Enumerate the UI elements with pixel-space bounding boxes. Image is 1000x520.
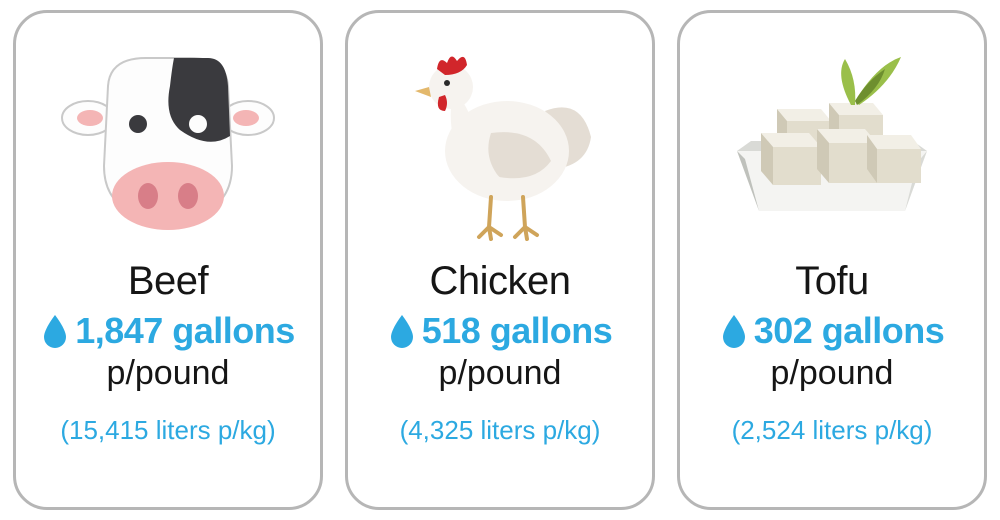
gallons-line: 1,847 gallons — [41, 310, 295, 352]
gallons-line: 302 gallons — [720, 310, 945, 352]
water-drop-icon — [720, 313, 748, 349]
gallons-value: 518 gallons — [422, 310, 613, 352]
chicken-icon — [395, 41, 605, 251]
gallons-value: 1,847 gallons — [75, 310, 295, 352]
liters-label: (4,325 liters p/kg) — [400, 415, 601, 446]
card-title: Chicken — [429, 259, 570, 304]
card-chicken: Chicken 518 gallons p/pound (4,325 liter… — [345, 10, 655, 510]
card-tofu: Tofu 302 gallons p/pound (2,524 liters p… — [677, 10, 987, 510]
cow-icon — [58, 46, 278, 246]
water-drop-icon — [388, 313, 416, 349]
card-title: Tofu — [795, 259, 869, 304]
liters-label: (2,524 liters p/kg) — [732, 415, 933, 446]
liters-label: (15,415 liters p/kg) — [60, 415, 275, 446]
chicken-icon-area — [364, 41, 636, 251]
water-drop-icon — [41, 313, 69, 349]
gallons-line: 518 gallons — [388, 310, 613, 352]
beef-icon-area — [32, 41, 304, 251]
card-title: Beef — [128, 259, 208, 304]
tofu-icon-area — [696, 41, 968, 251]
card-beef: Beef 1,847 gallons p/pound (15,415 liter… — [13, 10, 323, 510]
unit-label: p/pound — [439, 354, 562, 393]
gallons-value: 302 gallons — [754, 310, 945, 352]
tofu-icon — [717, 51, 947, 241]
unit-label: p/pound — [771, 354, 894, 393]
unit-label: p/pound — [107, 354, 230, 393]
